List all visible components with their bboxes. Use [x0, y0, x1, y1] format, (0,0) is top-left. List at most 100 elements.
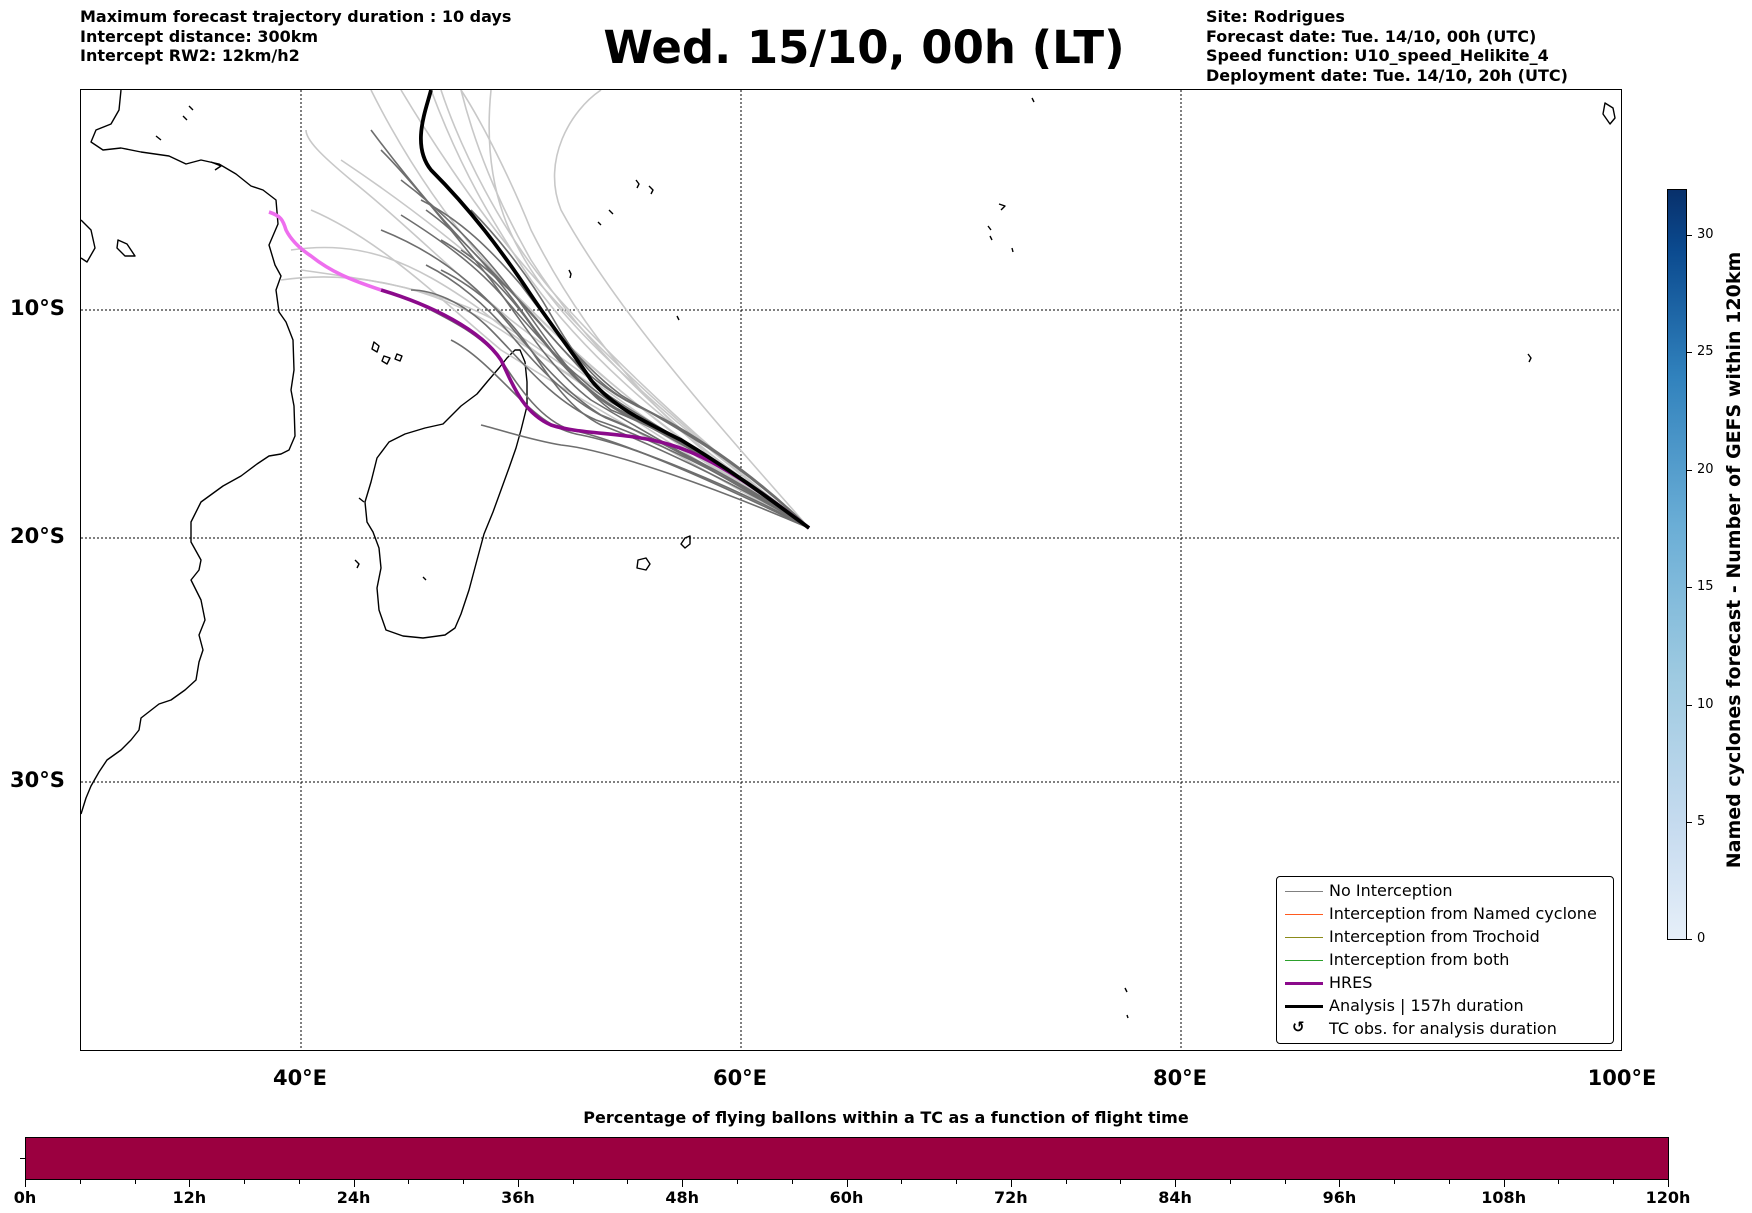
madagascar-inland-isl: [354, 497, 427, 581]
time-bar-ticklabel-60h: 60h: [829, 1188, 864, 1207]
time-bar: [25, 1137, 1669, 1180]
intercept-distance-text: Intercept distance: 300km: [80, 26, 319, 46]
map-canvas[interactable]: [81, 90, 1622, 1051]
time-bar-ticklabel-108h: 108h: [1481, 1188, 1527, 1207]
legend-label-no-interception: No Interception: [1329, 881, 1453, 900]
forecast-date-text: Forecast date: Tue. 14/10, 00h (UTC): [1206, 26, 1537, 46]
site-text: Site: Rodrigues: [1206, 7, 1345, 26]
lon-label-80e: 80°E: [1152, 1066, 1208, 1090]
colorbar-ticklabel-0: 0: [1697, 931, 1706, 946]
legend-label-both: Interception from both: [1329, 950, 1510, 969]
colorbar-tick-10: [1687, 705, 1692, 706]
time-bar-minor-tick: [901, 1180, 903, 1184]
colorbar-ticklabel-10: 10: [1697, 697, 1714, 712]
speed-function-text: Speed function: U10_speed_Helikite_4: [1206, 46, 1549, 65]
trajectory-dark-9: [440, 269, 810, 529]
time-bar-minor-tick: [1448, 1180, 1450, 1184]
legend-item-tc-obs: ↺ TC obs. for analysis duration: [1277, 1018, 1613, 1041]
time-bar-minor-tick: [1120, 1180, 1122, 1184]
legend-item-analysis: Analysis | 157h duration: [1277, 995, 1613, 1018]
colorbar-ticklabel-20: 20: [1697, 462, 1714, 477]
lon-label-40e: 40°E: [272, 1066, 328, 1090]
legend-item-no-interception: No Interception: [1277, 880, 1613, 903]
time-bar-minor-tick: [956, 1180, 958, 1184]
legend-label-trochoid: Interception from Trochoid: [1329, 927, 1540, 946]
time-bar-minor-tick: [1613, 1180, 1615, 1184]
time-bar-major-tick: [846, 1180, 848, 1187]
colorbar-tick-5: [1687, 822, 1692, 823]
time-bar-major-tick: [1010, 1180, 1012, 1187]
hres-trajectory-overland: [268, 210, 382, 292]
legend-label-analysis: Analysis | 157h duration: [1329, 996, 1524, 1015]
intercept-rw2-text: Intercept RW2: 12km/h2: [80, 46, 300, 65]
time-bar-major-tick: [189, 1180, 191, 1187]
analysis-trajectory: [419, 90, 811, 530]
time-bar-major-tick: [517, 1180, 519, 1187]
deployment-date-text: Deployment date: Tue. 14/10, 20h (UTC): [1206, 65, 1568, 85]
legend-swatch-named-cyclone: [1285, 914, 1323, 915]
time-bar-minor-tick: [408, 1180, 410, 1184]
trajectory-light-14: [488, 90, 810, 529]
time-bar-major-tick: [1339, 1180, 1341, 1187]
cargados-island: [676, 315, 680, 321]
map-title: Wed. 15/10, 00h (LT): [0, 20, 1752, 76]
time-bar-minor-tick: [736, 1180, 738, 1184]
lon-label-100e: 100°E: [1587, 1066, 1657, 1090]
legend-item-hres: HRES: [1277, 972, 1613, 995]
trajectory-light-5: [370, 90, 810, 529]
cyclone-symbol-icon: ↺: [1292, 1018, 1305, 1036]
legend-item-named-cyclone: Interception from Named cyclone: [1277, 903, 1613, 926]
time-bar-minor-tick: [463, 1180, 465, 1184]
reunion-island: [636, 557, 651, 571]
time-bar-title-text: Percentage of flying ballons within a TC…: [583, 1108, 1189, 1127]
time-bar-minor-tick: [134, 1180, 136, 1184]
legend-swatch-analysis: [1285, 1005, 1323, 1008]
africa-coastline: [81, 90, 296, 815]
trajectory-dark-12: [450, 339, 810, 529]
legend-item-both: Interception from both: [1277, 949, 1613, 972]
legend-swatch-hres: [1285, 982, 1323, 985]
legend: No Interception Interception from Named …: [1276, 876, 1614, 1044]
chagos-islands: [987, 203, 1014, 253]
time-bar-major-tick: [1175, 1180, 1177, 1187]
time-bar-ticklabel-72h: 72h: [993, 1188, 1028, 1207]
colorbar-tick-15: [1687, 587, 1692, 588]
lon-label-60e: 60°E: [712, 1066, 768, 1090]
colorbar-ticklabel-25: 25: [1697, 344, 1714, 359]
time-bar-ticklabel-36h: 36h: [501, 1188, 535, 1207]
trajectory-dark-10: [470, 209, 810, 529]
time-bar-title: Percentage of flying ballons within a TC…: [0, 1108, 1752, 1127]
comoros-island-2: [381, 355, 391, 365]
legend-swatch-no-interception: [1285, 891, 1323, 892]
time-bar-ticklabel-48h: 48h: [665, 1188, 700, 1207]
time-bar-major-tick: [353, 1180, 355, 1187]
arabia-bits: [155, 105, 222, 171]
colorbar-ticklabel-15: 15: [1697, 579, 1714, 594]
time-bar-ticklabel-24h: 24h: [336, 1188, 371, 1207]
run-info: Maximum forecast trajectory duration : 1…: [80, 7, 511, 66]
gefs-colorbar: [1667, 189, 1687, 940]
site-info: Site: Rodrigues Forecast date: Tue. 14/1…: [1206, 7, 1568, 85]
time-bar-minor-tick: [298, 1180, 300, 1184]
time-bar-minor-tick: [1229, 1180, 1231, 1184]
time-bar-major-tick: [682, 1180, 684, 1187]
time-bar-ticklabel-84h: 84h: [1158, 1188, 1192, 1207]
legend-label-hres: HRES: [1329, 973, 1373, 992]
max-duration-text: Maximum forecast trajectory duration : 1…: [80, 7, 512, 26]
agalega-island: [568, 269, 572, 279]
time-bar-ticklabel-12h: 12h: [172, 1188, 207, 1207]
colorbar-tick-0: [1687, 939, 1692, 940]
amsterdam-island: [1124, 987, 1129, 1019]
colorbar-tick-25: [1687, 352, 1692, 353]
legend-label-tc-obs: TC obs. for analysis duration: [1329, 1019, 1557, 1038]
coastlines: [81, 90, 1616, 1019]
colorbar-tick-20: [1687, 470, 1692, 471]
legend-label-named-cyclone: Interception from Named cyclone: [1329, 904, 1597, 923]
map-title-text: Wed. 15/10, 00h (LT): [603, 21, 1125, 74]
legend-swatch-trochoid: [1285, 937, 1323, 938]
trajectory-light-9: [430, 90, 810, 529]
time-bar-minor-tick: [1558, 1180, 1560, 1184]
lat-label-10s: 10°S: [10, 296, 65, 320]
colorbar-ticklabel-5: 5: [1697, 814, 1706, 829]
trajectory-dark-11: [480, 424, 810, 529]
